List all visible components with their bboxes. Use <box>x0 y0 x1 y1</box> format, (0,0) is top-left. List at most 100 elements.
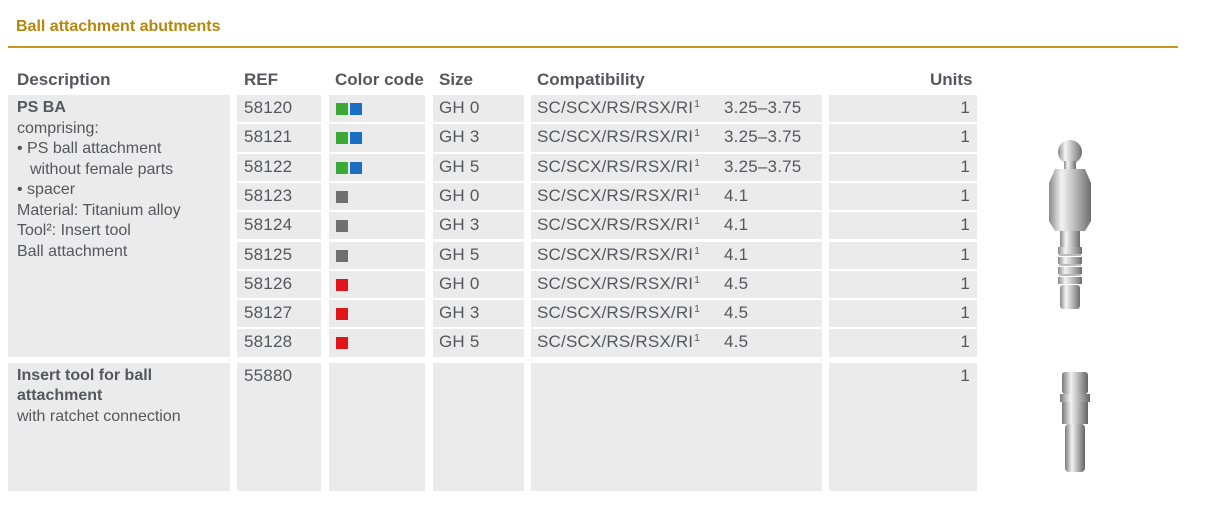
units-value: 1 <box>960 273 970 293</box>
table-cell-units <box>829 182 977 211</box>
table-cell-compat <box>531 241 822 269</box>
compatibility-systems: SC/SCX/RS/RSX/RI <box>537 244 694 264</box>
color-swatch <box>336 220 348 233</box>
table-cell-size <box>433 362 524 491</box>
description-title: Insert tool for ball attachment <box>17 366 153 405</box>
compatibility-value: SC/SCX/RS/RSX/RI1 <box>537 215 700 235</box>
ref-value: 58120 <box>244 98 293 117</box>
diameter-value: 4.1 <box>724 215 749 235</box>
table-cell-size <box>433 153 524 181</box>
size-value: GH 5 <box>439 332 480 352</box>
size-value: GH 5 <box>439 244 480 264</box>
table-cell-size <box>433 95 524 123</box>
color-swatch <box>336 190 348 203</box>
compatibility-systems: SC/SCX/RS/RSX/RI <box>537 98 694 117</box>
table-cell-ref <box>237 329 321 357</box>
compatibility-value: SC/SCX/RS/RSX/RI1 <box>537 157 700 177</box>
compatibility-value: SC/SCX/RS/RSX/RI1 <box>537 186 700 206</box>
compatibility-systems: SC/SCX/RS/RSX/RI <box>537 156 694 176</box>
size-value: GH 0 <box>439 98 480 117</box>
table-cell-compat <box>531 212 822 240</box>
description-line: Tool²: Insert tool <box>17 222 131 239</box>
color-swatch <box>336 249 348 262</box>
table-cell-compat <box>531 124 822 152</box>
table-cell-ref <box>237 241 321 269</box>
table-cell-ref <box>237 270 321 299</box>
compatibility-value: SC/SCX/RS/RSX/RI1 <box>537 274 700 294</box>
table-cell-units <box>829 329 977 357</box>
description-line: Material: Titanium alloy <box>17 201 181 219</box>
table-cell-ref <box>237 182 321 211</box>
table-cell-units <box>829 153 977 181</box>
units-value: 1 <box>960 365 970 385</box>
compatibility-value: SC/SCX/RS/RSX/RI1 <box>537 98 700 118</box>
table-cell-ref <box>237 124 321 152</box>
description-line: comprising: <box>17 119 99 137</box>
size-value: GH 5 <box>439 156 480 176</box>
table-cell-size <box>433 182 524 211</box>
units-value: 1 <box>960 156 970 176</box>
footnote-marker: 1 <box>694 333 700 345</box>
footnote-marker: 1 <box>694 99 700 110</box>
color-swatch <box>336 308 348 321</box>
units-value: 1 <box>960 303 970 323</box>
ref-value: 58122 <box>244 156 293 176</box>
compatibility-systems: SC/SCX/RS/RSX/RI <box>537 273 694 293</box>
size-value: GH 0 <box>439 185 480 205</box>
insert-tool-image <box>1060 372 1090 472</box>
diameter-value: 3.25–3.75 <box>724 127 802 147</box>
diameter-value: 4.5 <box>724 332 749 352</box>
table-cell-size <box>433 329 524 357</box>
size-value: GH 3 <box>439 215 480 235</box>
compatibility-systems: SC/SCX/RS/RSX/RI <box>537 185 694 205</box>
table-cell-units <box>829 362 977 491</box>
compatibility-systems: SC/SCX/RS/RSX/RI <box>537 215 694 235</box>
header-size: Size <box>439 70 474 89</box>
table-cell-compat <box>531 362 822 491</box>
table-cell-ref <box>237 362 321 491</box>
description-cell <box>8 362 230 491</box>
color-swatch <box>336 132 348 145</box>
footnote-marker: 1 <box>694 128 700 140</box>
compatibility-systems: SC/SCX/RS/RSX/RI <box>537 303 694 323</box>
units-value: 1 <box>960 332 970 352</box>
color-swatch <box>350 161 362 174</box>
table-cell-compat <box>531 95 822 123</box>
table-cell-size <box>433 300 524 328</box>
description-title: PS BA <box>17 99 66 116</box>
compatibility-systems: SC/SCX/RS/RSX/RI <box>537 332 694 352</box>
table-cell-ref <box>237 212 321 240</box>
description-cell <box>8 95 230 357</box>
units-value: 1 <box>960 185 970 205</box>
color-swatch <box>336 278 348 291</box>
ref-value: 58123 <box>244 185 293 205</box>
table-cell-size <box>433 124 524 152</box>
table-cell-units <box>829 270 977 299</box>
table-cell-compat <box>531 329 822 357</box>
description-line: with ratchet connection <box>17 407 181 425</box>
description-line: • PS ball attachment <box>17 140 162 157</box>
ref-value: 58127 <box>244 303 293 323</box>
header-compatibility: Compatibility <box>537 70 645 89</box>
footnote-marker: 1 <box>694 216 700 228</box>
table-cell-units <box>829 300 977 328</box>
size-value: GH 3 <box>439 303 480 323</box>
color-swatch <box>336 337 348 350</box>
table-cell-units <box>829 124 977 152</box>
diameter-value: 4.5 <box>724 273 749 293</box>
table-cell-units <box>829 241 977 269</box>
table-cell-units <box>829 95 977 123</box>
title-divider <box>8 46 1178 48</box>
diameter-value: 4.1 <box>724 244 749 264</box>
compatibility-value: SC/SCX/RS/RSX/RI1 <box>537 127 700 147</box>
header-color-code: Color code <box>335 70 424 89</box>
table-cell-compat <box>531 153 822 181</box>
table-cell-ref <box>237 95 321 123</box>
table-cell-compat <box>531 270 822 299</box>
compatibility-value: SC/SCX/RS/RSX/RI1 <box>537 245 700 265</box>
footnote-marker: 1 <box>694 186 700 198</box>
compatibility-value: SC/SCX/RS/RSX/RI1 <box>537 303 700 323</box>
ref-value: 58125 <box>244 244 293 264</box>
ref-value: 58128 <box>244 332 293 352</box>
color-swatch <box>336 161 348 174</box>
